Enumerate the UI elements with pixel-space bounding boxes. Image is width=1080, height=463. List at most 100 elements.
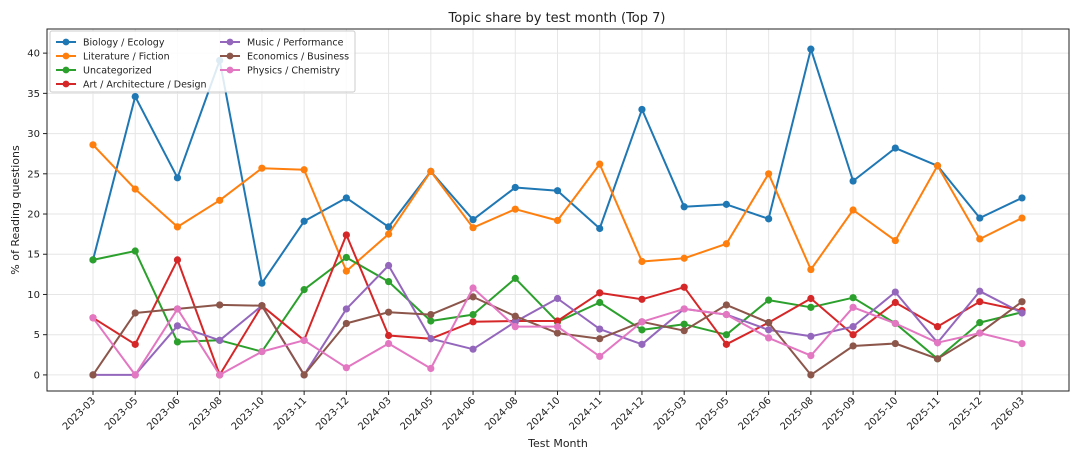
data-point [173, 305, 182, 313]
data-point [258, 164, 266, 172]
data-point [680, 327, 688, 335]
data-point [765, 215, 773, 223]
data-point [722, 331, 731, 339]
data-point [216, 371, 224, 379]
data-point [384, 331, 393, 340]
legend: Biology / Ecology Literature / Fiction Unc… [49, 30, 356, 93]
data-point [933, 162, 942, 170]
data-point [553, 317, 562, 325]
series-5 [89, 293, 1026, 379]
data-point [511, 183, 519, 192]
data-point [553, 216, 562, 225]
legend-swatch-marker [226, 66, 234, 74]
y-tick-label: 20 [27, 210, 40, 221]
data-point [722, 340, 731, 348]
data-point [553, 323, 562, 331]
data-point [680, 320, 688, 328]
data-point [596, 352, 604, 361]
data-point [638, 340, 646, 348]
legend-swatch-marker [62, 80, 70, 88]
data-point [638, 105, 646, 114]
x-tick-label: 2024-12 [610, 395, 647, 432]
data-point [976, 287, 984, 295]
data-point [216, 196, 224, 204]
data-point [1018, 309, 1026, 317]
data-point [849, 323, 857, 331]
data-point [216, 301, 224, 309]
data-point [596, 298, 604, 307]
data-point [807, 332, 815, 340]
data-point [933, 339, 942, 347]
data-point [807, 352, 815, 360]
data-point [722, 301, 731, 309]
x-tick-label: 2023-05 [103, 395, 140, 432]
series-layer [89, 45, 1026, 379]
data-point [469, 310, 477, 319]
legend-item: Music / Performance [220, 38, 344, 49]
data-point [933, 355, 942, 363]
x-tick-label: 2026-03 [990, 395, 1027, 432]
data-point [807, 265, 815, 274]
data-point [891, 298, 899, 307]
x-tick-label: 2024-05 [399, 395, 436, 432]
data-point [976, 329, 984, 337]
data-point [722, 240, 731, 248]
legend-label: Literature / Fiction [83, 52, 170, 63]
data-point [933, 323, 942, 331]
data-point [131, 185, 139, 193]
data-point [1018, 339, 1026, 348]
y-tick-label: 30 [27, 129, 40, 140]
data-point [342, 231, 350, 239]
data-point [342, 194, 350, 202]
x-tick-label: 2024-08 [483, 395, 520, 432]
data-point [765, 334, 773, 342]
data-point [300, 286, 308, 294]
data-point [1018, 214, 1026, 222]
legend-box [49, 30, 356, 93]
data-point [384, 277, 393, 286]
data-point [131, 371, 139, 379]
data-point [131, 247, 139, 255]
data-point [849, 342, 857, 350]
x-tick-label: 2024-11 [568, 395, 605, 432]
x-tick-label: 2023-06 [145, 395, 182, 432]
x-tick-label: 2024-03 [356, 395, 393, 432]
data-point [89, 141, 97, 149]
data-point [553, 187, 562, 195]
x-tick-label: 2025-05 [694, 395, 731, 432]
legend-label: Economics / Business [247, 52, 349, 63]
data-point [680, 283, 688, 291]
x-tick-label: 2025-03 [652, 395, 689, 432]
data-point [976, 235, 984, 243]
data-point [553, 329, 562, 337]
x-tick-label: 2025-09 [821, 395, 858, 432]
legend-swatch-marker [62, 52, 70, 60]
data-point [469, 293, 477, 301]
data-point [807, 303, 815, 311]
x-tick-label: 2023-12 [314, 395, 351, 432]
data-point [891, 144, 899, 152]
data-point [300, 217, 308, 225]
x-tick-label: 2023-03 [61, 395, 98, 432]
x-tick-label: 2024-06 [441, 395, 478, 432]
data-point [427, 317, 435, 325]
data-point [384, 230, 393, 238]
y-tick-label: 0 [34, 370, 40, 381]
data-point [384, 223, 393, 231]
chart-title: Topic share by test month (Top 7) [448, 11, 666, 26]
legend-item: Economics / Business [220, 52, 349, 63]
data-point [638, 257, 646, 266]
data-point [1018, 298, 1026, 306]
data-point [638, 326, 646, 334]
data-point [976, 319, 984, 327]
data-point [596, 224, 604, 233]
data-point [384, 261, 393, 270]
data-point [427, 364, 435, 373]
data-point [384, 339, 393, 348]
data-point [511, 323, 519, 331]
data-point [342, 253, 350, 262]
data-point [173, 256, 182, 264]
data-point [680, 254, 688, 262]
data-point [469, 216, 477, 224]
data-point [807, 294, 815, 303]
